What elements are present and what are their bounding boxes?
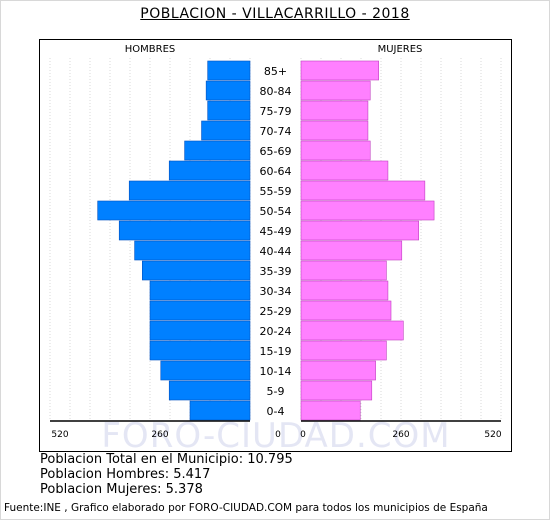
bar-hombres bbox=[205, 80, 251, 101]
bar-mujeres bbox=[300, 220, 419, 241]
bar-hombres bbox=[128, 180, 251, 201]
bar-hombres bbox=[207, 60, 251, 81]
bar-hombres bbox=[160, 360, 251, 381]
age-label: 75-79 bbox=[260, 105, 292, 118]
female-population: Poblacion Mujeres: 5.378 bbox=[40, 482, 203, 497]
bar-mujeres bbox=[300, 60, 379, 81]
tick-label-left: 260 bbox=[151, 430, 168, 440]
tick-label-left: 520 bbox=[51, 430, 68, 440]
bar-mujeres bbox=[300, 140, 371, 161]
legend-mujeres: MUJERES bbox=[378, 44, 423, 55]
age-label: 40-44 bbox=[260, 245, 292, 258]
bar-hombres bbox=[149, 340, 251, 361]
age-label: 30-34 bbox=[260, 285, 292, 298]
bar-mujeres bbox=[300, 260, 387, 281]
bar-hombres bbox=[149, 280, 251, 301]
age-label: 80-84 bbox=[260, 85, 292, 98]
bar-mujeres bbox=[300, 80, 371, 101]
bar-mujeres bbox=[300, 160, 389, 181]
total-population: Poblacion Total en el Municipio: 10.795 bbox=[40, 452, 293, 467]
tick-label-right: 260 bbox=[392, 430, 409, 440]
population-summary: Poblacion Total en el Municipio: 10.795 … bbox=[40, 452, 293, 497]
age-label: 0-4 bbox=[267, 405, 285, 418]
age-label: 25-29 bbox=[260, 305, 292, 318]
bar-hombres bbox=[168, 380, 251, 401]
age-label: 35-39 bbox=[260, 265, 292, 278]
age-label: 5-9 bbox=[267, 385, 285, 398]
bar-hombres bbox=[134, 240, 251, 261]
tick-label-right: 520 bbox=[484, 430, 501, 440]
age-label: 20-24 bbox=[260, 325, 292, 338]
bar-mujeres bbox=[300, 240, 403, 261]
age-label: 15-19 bbox=[260, 345, 292, 358]
tick-label-left: 0 bbox=[275, 430, 281, 440]
bar-mujeres bbox=[300, 100, 369, 121]
bar-hombres bbox=[201, 120, 251, 141]
age-label: 85+ bbox=[264, 65, 287, 78]
age-label: 10-14 bbox=[260, 365, 292, 378]
bar-mujeres bbox=[300, 120, 369, 141]
bar-hombres bbox=[142, 260, 251, 281]
bar-hombres bbox=[184, 140, 251, 161]
bar-mujeres bbox=[300, 280, 389, 301]
bar-mujeres bbox=[300, 340, 387, 361]
bar-mujeres bbox=[300, 180, 426, 201]
bar-mujeres bbox=[300, 300, 392, 321]
age-label: 60-64 bbox=[260, 165, 292, 178]
bar-hombres bbox=[97, 200, 251, 221]
bar-hombres bbox=[189, 400, 251, 421]
age-label: 65-69 bbox=[260, 145, 292, 158]
tick-label-right: 0 bbox=[300, 430, 306, 440]
watermark: FORO-CIUDAD.COM bbox=[101, 416, 450, 456]
bar-mujeres bbox=[300, 400, 361, 421]
bar-mujeres bbox=[300, 380, 373, 401]
legend-hombres: HOMBRES bbox=[125, 44, 176, 55]
age-label: 45-49 bbox=[260, 225, 292, 238]
bar-mujeres bbox=[300, 360, 376, 381]
male-population: Poblacion Hombres: 5.417 bbox=[40, 467, 211, 482]
age-label: 70-74 bbox=[260, 125, 292, 138]
bar-hombres bbox=[118, 220, 251, 241]
bar-mujeres bbox=[300, 200, 435, 221]
source-footer: Fuente:INE , Grafico elaborado por FORO-… bbox=[4, 502, 488, 514]
age-label: 50-54 bbox=[260, 205, 292, 218]
bar-hombres bbox=[149, 300, 251, 321]
bar-hombres bbox=[207, 100, 251, 121]
bar-hombres bbox=[149, 320, 251, 341]
age-label: 55-59 bbox=[260, 185, 292, 198]
plot-area bbox=[39, 39, 512, 452]
chart-title: POBLACION - VILLACARRILLO - 2018 bbox=[140, 6, 410, 22]
bar-mujeres bbox=[300, 320, 404, 341]
bar-hombres bbox=[168, 160, 251, 181]
